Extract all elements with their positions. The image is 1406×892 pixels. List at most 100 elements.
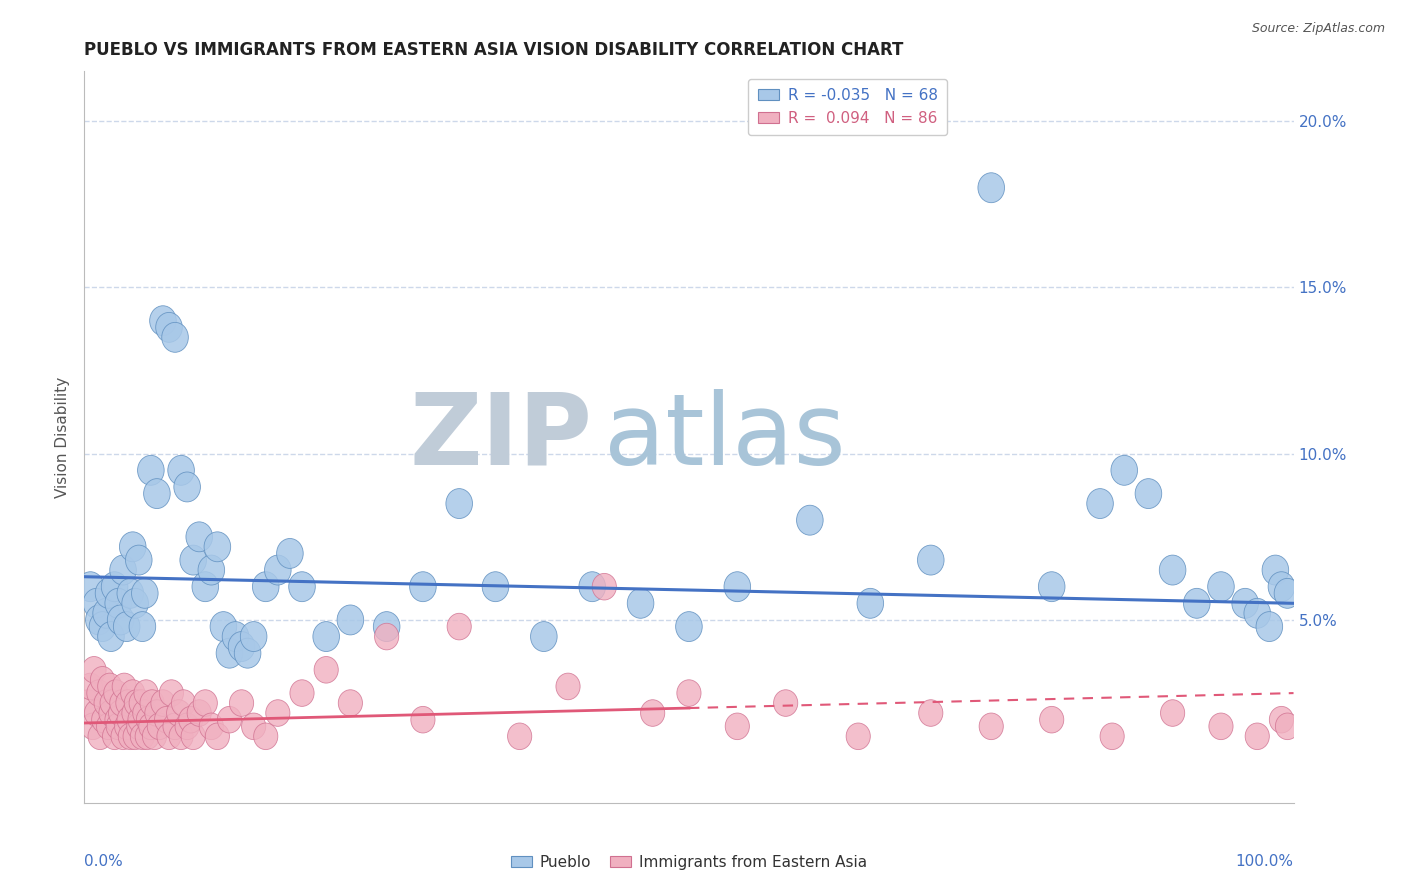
Ellipse shape [159, 680, 184, 706]
Ellipse shape [122, 699, 146, 726]
Ellipse shape [108, 699, 132, 726]
Ellipse shape [1099, 723, 1125, 749]
Ellipse shape [264, 555, 291, 585]
Ellipse shape [96, 578, 122, 608]
Ellipse shape [114, 612, 141, 641]
Ellipse shape [156, 312, 183, 343]
Ellipse shape [205, 723, 229, 749]
Ellipse shape [186, 522, 212, 552]
Ellipse shape [97, 713, 121, 739]
Ellipse shape [142, 723, 166, 749]
Ellipse shape [97, 673, 122, 699]
Ellipse shape [150, 690, 176, 716]
Legend: Pueblo, Immigrants from Eastern Asia: Pueblo, Immigrants from Eastern Asia [505, 848, 873, 876]
Ellipse shape [253, 723, 278, 749]
Ellipse shape [253, 572, 278, 601]
Ellipse shape [118, 723, 142, 749]
Ellipse shape [141, 690, 165, 716]
Ellipse shape [176, 713, 200, 739]
Ellipse shape [120, 532, 146, 562]
Y-axis label: Vision Disability: Vision Disability [55, 376, 70, 498]
Ellipse shape [374, 612, 399, 641]
Ellipse shape [193, 690, 218, 716]
Ellipse shape [169, 723, 193, 749]
Ellipse shape [676, 612, 702, 641]
Ellipse shape [1208, 572, 1234, 601]
Ellipse shape [1270, 706, 1294, 733]
Ellipse shape [290, 680, 314, 706]
Ellipse shape [409, 572, 436, 601]
Ellipse shape [110, 690, 134, 716]
Ellipse shape [77, 572, 104, 601]
Ellipse shape [1039, 706, 1064, 733]
Ellipse shape [143, 479, 170, 508]
Ellipse shape [135, 723, 159, 749]
Ellipse shape [112, 673, 136, 699]
Ellipse shape [858, 589, 883, 618]
Ellipse shape [314, 622, 339, 651]
Ellipse shape [508, 723, 531, 749]
Ellipse shape [138, 455, 165, 485]
Ellipse shape [200, 713, 224, 739]
Ellipse shape [104, 680, 128, 706]
Ellipse shape [107, 605, 134, 635]
Ellipse shape [217, 639, 243, 668]
Ellipse shape [115, 713, 139, 739]
Ellipse shape [79, 673, 103, 699]
Ellipse shape [725, 713, 749, 739]
Ellipse shape [105, 713, 131, 739]
Ellipse shape [222, 622, 249, 651]
Ellipse shape [122, 589, 149, 618]
Ellipse shape [86, 605, 112, 635]
Ellipse shape [111, 723, 135, 749]
Ellipse shape [446, 489, 472, 518]
Ellipse shape [134, 680, 157, 706]
Ellipse shape [337, 605, 364, 635]
Ellipse shape [132, 699, 157, 726]
Ellipse shape [163, 713, 187, 739]
Ellipse shape [105, 589, 132, 618]
Ellipse shape [149, 306, 176, 335]
Ellipse shape [979, 173, 1004, 202]
Ellipse shape [1160, 555, 1185, 585]
Text: 100.0%: 100.0% [1236, 854, 1294, 869]
Ellipse shape [235, 639, 262, 668]
Ellipse shape [93, 599, 120, 628]
Ellipse shape [1184, 589, 1211, 618]
Ellipse shape [139, 713, 163, 739]
Ellipse shape [1274, 578, 1301, 608]
Ellipse shape [166, 699, 191, 726]
Ellipse shape [117, 706, 141, 733]
Ellipse shape [209, 612, 236, 641]
Ellipse shape [1039, 572, 1064, 601]
Ellipse shape [157, 723, 181, 749]
Ellipse shape [89, 612, 115, 641]
Ellipse shape [1246, 723, 1270, 749]
Ellipse shape [84, 699, 108, 726]
Ellipse shape [339, 690, 363, 716]
Ellipse shape [918, 699, 943, 726]
Ellipse shape [374, 624, 399, 650]
Ellipse shape [1111, 455, 1137, 485]
Ellipse shape [555, 673, 581, 699]
Ellipse shape [83, 589, 110, 618]
Ellipse shape [80, 713, 105, 739]
Ellipse shape [1244, 599, 1271, 628]
Ellipse shape [846, 723, 870, 749]
Ellipse shape [242, 713, 266, 739]
Ellipse shape [76, 690, 100, 716]
Ellipse shape [641, 699, 665, 726]
Ellipse shape [174, 472, 201, 502]
Ellipse shape [121, 680, 145, 706]
Ellipse shape [115, 690, 141, 716]
Ellipse shape [627, 589, 654, 618]
Text: ZIP: ZIP [409, 389, 592, 485]
Text: 0.0%: 0.0% [84, 854, 124, 869]
Text: Source: ZipAtlas.com: Source: ZipAtlas.com [1251, 22, 1385, 36]
Ellipse shape [193, 572, 218, 601]
Ellipse shape [101, 572, 128, 601]
Ellipse shape [676, 680, 702, 706]
Ellipse shape [1209, 713, 1233, 739]
Ellipse shape [103, 723, 127, 749]
Ellipse shape [181, 723, 205, 749]
